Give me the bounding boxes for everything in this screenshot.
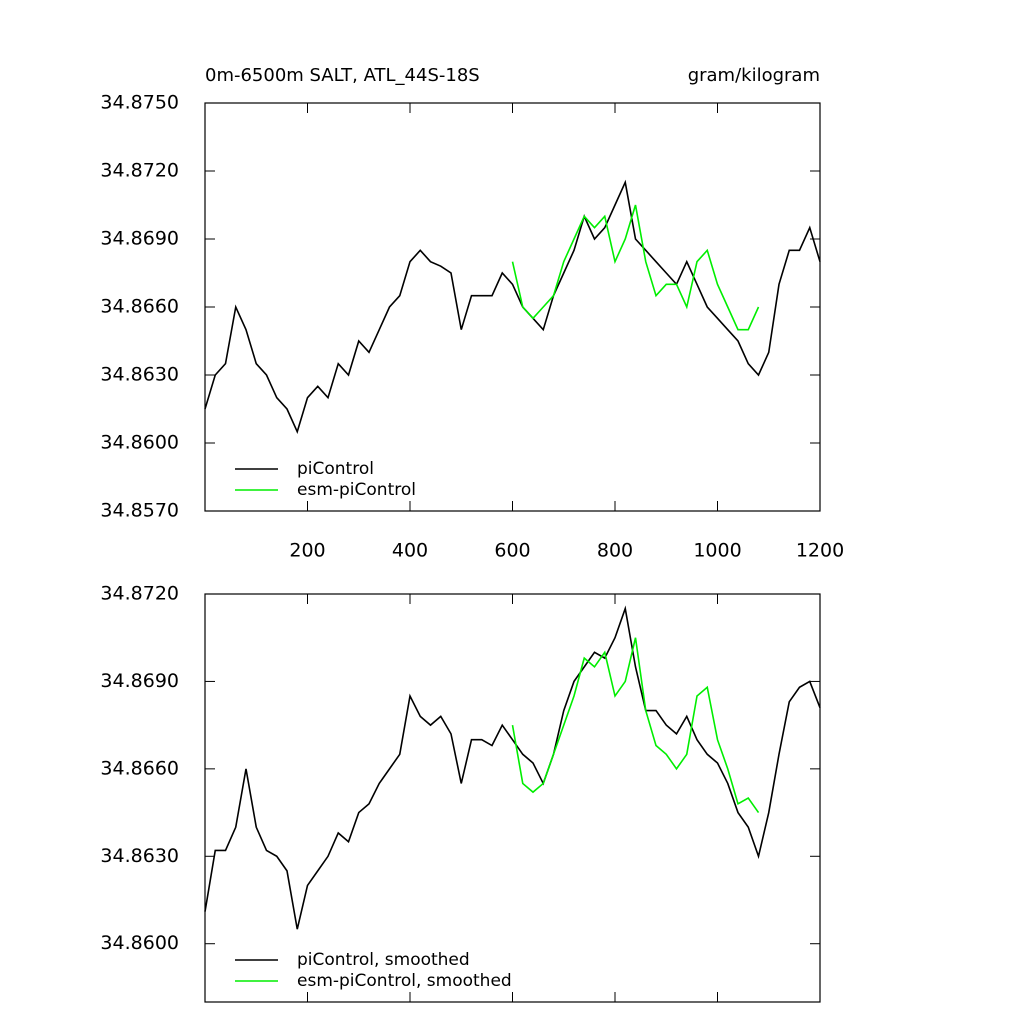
x-tick-label: 1200 [796, 540, 844, 562]
y-tick-label: 34.8630 [100, 845, 179, 867]
y-tick-label: 34.8720 [100, 160, 179, 182]
y-tick-label: 34.8690 [100, 228, 179, 250]
plot-frame [204, 593, 821, 1003]
series-line [204, 179, 821, 434]
legend-label: esm-piControl [297, 480, 416, 500]
y-tick-label: 34.8600 [100, 932, 179, 954]
legend-label: piControl, smoothed [297, 950, 470, 970]
series-line [511, 637, 760, 814]
chart-title: 0m-6500m SALT, ATL_44S-18S [205, 65, 480, 86]
y-tick-label: 34.8660 [100, 296, 179, 318]
x-tick-label: 1000 [693, 540, 741, 562]
y-tick-label: 34.8750 [100, 92, 179, 114]
y-tick-label: 34.8660 [100, 757, 179, 779]
y-tick-label: 34.8570 [100, 500, 179, 522]
series-line [204, 605, 821, 930]
y-tick-label: 34.8720 [100, 583, 179, 605]
legend-label: esm-piControl, smoothed [297, 971, 512, 991]
x-tick-label: 400 [392, 540, 428, 562]
legend-label: piControl [297, 459, 374, 479]
series-line [511, 204, 760, 331]
x-tick-label: 200 [289, 540, 325, 562]
y-tick-label: 34.8600 [100, 432, 179, 454]
units-label: gram/kilogram [688, 65, 820, 86]
x-tick-label: 800 [597, 540, 633, 562]
y-tick-label: 34.8630 [100, 364, 179, 386]
y-tick-label: 34.8690 [100, 670, 179, 692]
x-tick-label: 600 [494, 540, 530, 562]
